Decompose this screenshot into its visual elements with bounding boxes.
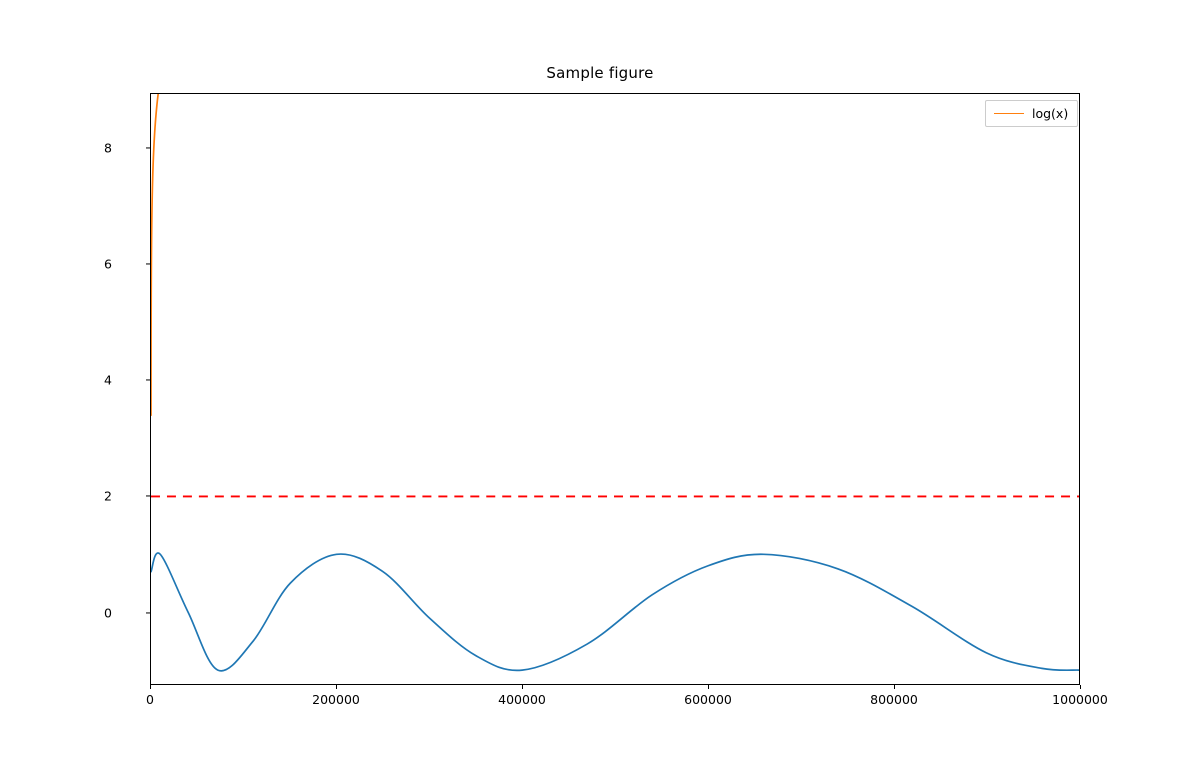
- xtick-label-800000: 800000: [870, 692, 918, 707]
- ytick-mark-6: [146, 263, 150, 265]
- xtick-label-1000000: 1000000: [1052, 692, 1108, 707]
- ytick-mark-4: [146, 379, 150, 381]
- ytick-mark-0: [146, 612, 150, 614]
- ytick-label-0: 0: [104, 605, 112, 621]
- plot-axes: [150, 93, 1080, 685]
- xtick-label-600000: 600000: [684, 692, 732, 707]
- xtick-mark-600000: [708, 685, 710, 689]
- xtick-mark-200000: [336, 685, 338, 689]
- line-series-log: [151, 94, 160, 417]
- ytick-mark-8: [146, 147, 150, 149]
- xtick-mark-400000: [522, 685, 524, 689]
- series-group: [151, 94, 1079, 672]
- xtick-label-200000: 200000: [312, 692, 360, 707]
- ytick-label-4: 4: [104, 372, 112, 388]
- legend-box: log(x): [985, 100, 1079, 127]
- figure-title: Sample figure: [546, 64, 654, 82]
- legend-label-log: log(x): [1032, 106, 1069, 121]
- xtick-label-400000: 400000: [498, 692, 546, 707]
- ytick-label-2: 2: [104, 488, 112, 504]
- xtick-label-0: 0: [146, 692, 154, 707]
- ytick-label-8: 8: [104, 140, 112, 156]
- xtick-mark-0: [150, 685, 152, 689]
- plot-canvas: [151, 94, 1079, 672]
- legend-line-swatch-log: [994, 113, 1024, 114]
- ytick-mark-2: [146, 495, 150, 497]
- xtick-mark-800000: [894, 685, 896, 689]
- xtick-mark-1000000: [1080, 685, 1082, 689]
- ytick-label-6: 6: [104, 256, 112, 272]
- line-series-chirp: [151, 552, 1079, 672]
